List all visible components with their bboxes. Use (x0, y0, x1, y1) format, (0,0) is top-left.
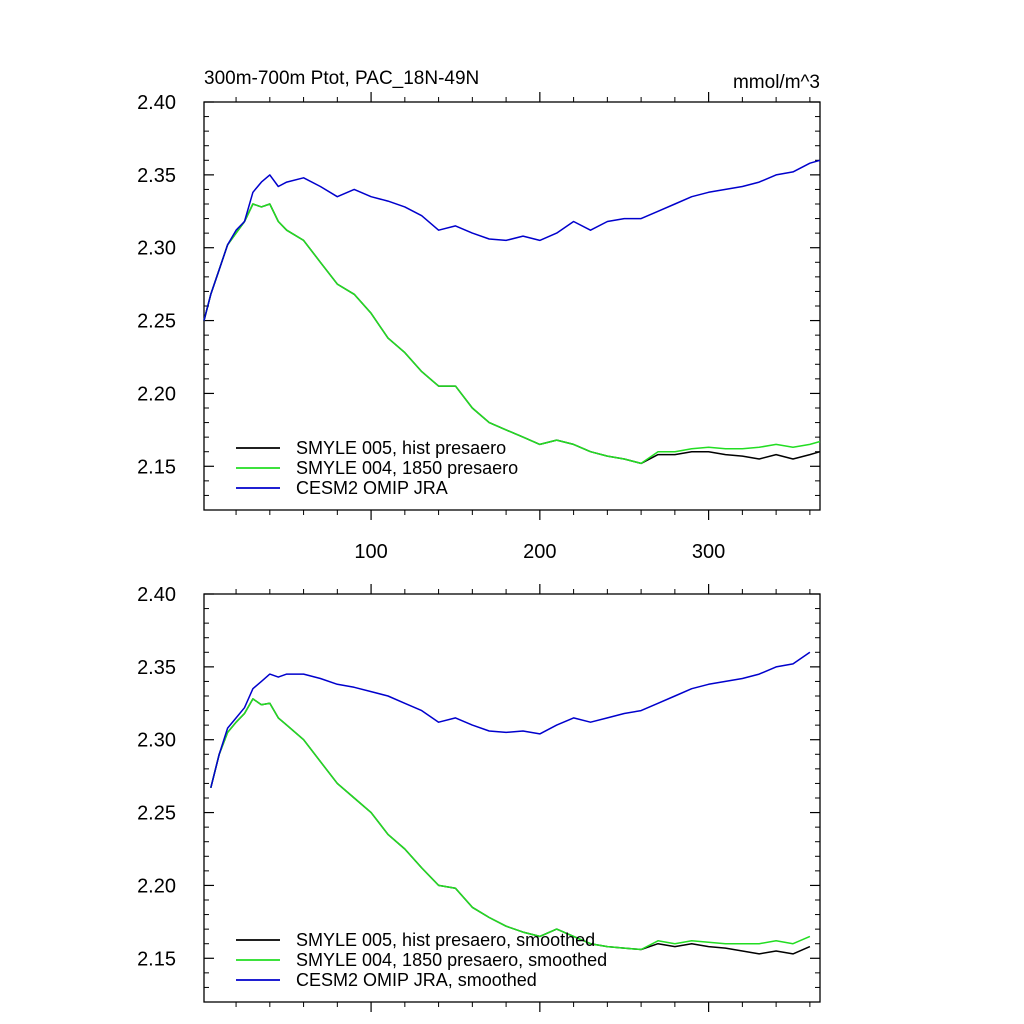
y-tick-label: 2.20 (137, 383, 176, 405)
legend-label: SMYLE 004, 1850 presaero, smoothed (296, 950, 607, 970)
y-tick-label: 2.20 (137, 875, 176, 897)
y-tick-label: 2.30 (137, 730, 176, 752)
series-line-2 (203, 203, 821, 465)
y-tick-label: 2.25 (137, 803, 176, 825)
y-tick-label: 2.40 (137, 92, 176, 114)
y-tick-label: 2.35 (137, 165, 176, 187)
legend-label: SMYLE 005, hist presaero (296, 438, 506, 458)
x-tick-label: 300 (692, 541, 725, 563)
series-line-1 (203, 203, 821, 465)
y-tick-label: 2.25 (137, 311, 176, 333)
chart-panel-bottom: 2.15 2.20 2.25 2.30 2.35 2.40 SMYLE 005, hist… (137, 584, 821, 1012)
y-tick-label: 2.40 (137, 584, 176, 606)
units-label: mmol/m^3 (733, 72, 820, 93)
legend-label: SMYLE 005, hist presaero, smoothed (296, 930, 595, 950)
series-lines (210, 651, 811, 955)
chart-panel-top: 300m-700m Ptot, PAC_18N-49N mmol/m^3 2.1… (137, 68, 821, 563)
series-line-3 (203, 159, 821, 321)
y-tick-label: 2.35 (137, 657, 176, 679)
y-tick-label: 2.30 (137, 238, 176, 260)
chart-title: 300m-700m Ptot, PAC_18N-49N (204, 68, 479, 89)
y-tick-label: 2.15 (137, 456, 176, 478)
series-line-2 (210, 698, 811, 951)
series-lines (203, 159, 821, 465)
axis-ticks: 2.15 2.20 2.25 2.30 2.35 2.40 (137, 584, 820, 1012)
y-tick-label: 2.15 (137, 948, 176, 970)
legend-label: SMYLE 004, 1850 presaero (296, 458, 518, 478)
legend-label: CESM2 OMIP JRA (296, 478, 448, 498)
axis-ticks: 2.15 2.20 2.25 2.30 2.35 2.40 100 200 300 (137, 92, 820, 563)
legend-label: CESM2 OMIP JRA, smoothed (296, 970, 537, 990)
x-tick-label: 200 (523, 541, 556, 563)
legend: SMYLE 005, hist presaero, smoothedSMYLE … (236, 930, 607, 990)
x-tick-label: 100 (354, 541, 387, 563)
series-line-3 (210, 651, 811, 788)
